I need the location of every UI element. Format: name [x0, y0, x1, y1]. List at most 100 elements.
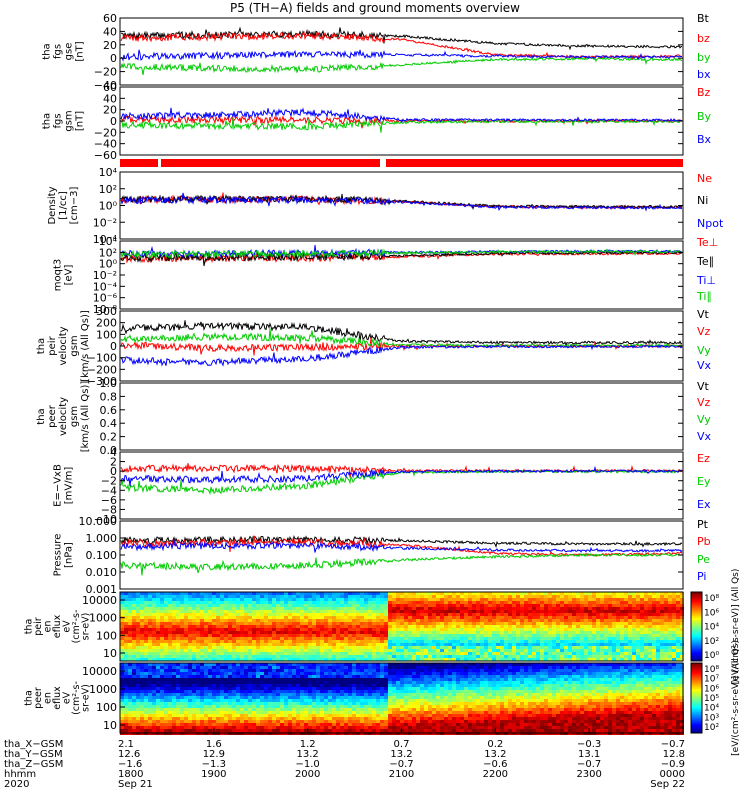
y-tick-label-5-1: 0.8 [100, 390, 118, 403]
spectrogram-frame-0 [119, 591, 684, 662]
y-axis-label-2-2: [cm−3] [69, 187, 80, 225]
legend-entry-5-1: Vz [697, 396, 711, 409]
spec-tick-label-0-0: 10000 [82, 594, 117, 607]
y-tick-label-0-5: −40 [94, 79, 117, 92]
series-line-4-0 [120, 320, 682, 347]
y-tick-label-1-5: −40 [94, 138, 117, 151]
legend-entry-0-2: by [697, 51, 711, 64]
spec-tick-label-1-1: 1000 [89, 683, 117, 696]
y-tick-label-0-0: 60 [103, 12, 117, 25]
colorbar-tick-0-2: 10⁴ [704, 623, 719, 633]
y-axis-label-4-4: [km/s (All Qs)] [80, 310, 91, 382]
x-row-label-2: tha_Z−GSM [4, 759, 63, 770]
status-bar-gap-0 [158, 159, 161, 167]
y-tick-label-3-3: 10⁻² [93, 269, 117, 282]
x-tick-value-1-4: 13.2 [484, 749, 506, 760]
legend-entry-7-2: Pe [697, 553, 710, 566]
x-tick-value-1-5: 13.1 [578, 749, 600, 760]
colorbar-tick-1-4: 10⁴ [704, 704, 719, 714]
spec-axis-label-1-5: (cm²-s- [71, 681, 82, 715]
y-axis-label-0-2: gse [64, 43, 75, 61]
x-tick-value-1-2: 13.2 [297, 749, 319, 760]
colorbar-frame-1 [690, 662, 703, 734]
y-tick-label-2-3: 10⁻² [93, 216, 117, 229]
x-tick-value-0-5: −0.3 [577, 739, 601, 750]
series-line-6-2 [120, 465, 683, 487]
panel-frame-6 [119, 451, 684, 520]
y-axis-label-1-1: fgs [53, 113, 64, 128]
y-axis-label-0-0: tha [42, 43, 53, 59]
x-tick-value-0-6: −0.7 [661, 739, 685, 750]
colorbar-tick-0-3: 10² [704, 637, 719, 647]
y-axis-label-5-4: [km/s (All Qs)] [80, 381, 91, 453]
series-line-1-2 [120, 107, 683, 124]
x-tick-value-2-2: −1.0 [296, 759, 320, 770]
y-tick-label-5-4: 0.2 [100, 431, 118, 444]
spec-tick-label-0-2: 100 [96, 629, 117, 642]
y-tick-label-6-7: −10 [94, 513, 117, 526]
legend-entry-4-2: Vy [697, 344, 711, 357]
y-axis-label-7-0: Pressure [53, 534, 64, 577]
y-axis-label-4-3: gsm [69, 335, 80, 356]
x-tick-value-2-0: −1.6 [118, 759, 142, 770]
legend-entry-2-2: Npot [697, 217, 724, 230]
colorbar-tick-1-1: 10⁷ [704, 675, 719, 685]
spec-axis-label-1-6: sr-eV) [81, 684, 92, 712]
colorbar-frame-0 [690, 591, 703, 662]
y-axis-label-5-3: gsm [69, 406, 80, 427]
y-tick-label-2-2: 10⁰ [99, 200, 118, 213]
spec-axis-label-0-0: tha [24, 619, 35, 635]
y-axis-label-5-1: peer [47, 404, 58, 428]
y-axis-label-6-1: [mV/m] [64, 467, 75, 505]
x-tick-value-4-6: Sep 22 [650, 779, 685, 790]
legend-entry-0-0: Bt [697, 12, 710, 25]
legend-entry-2-1: Ni [697, 194, 708, 207]
y-tick-label-4-5: −200 [87, 363, 117, 376]
colorbar-1 [691, 663, 702, 734]
spectrogram-0 [120, 592, 684, 661]
spec-tick-label-1-3: 10 [103, 719, 117, 732]
y-axis-label-7-1: [nPa] [64, 542, 75, 568]
x-tick-value-0-1: 1.6 [206, 739, 222, 750]
y-axis-label-3-0: moqt3 [53, 259, 64, 292]
y-tick-label-7-0: 10.000 [79, 515, 118, 528]
x-tick-value-3-1: 1900 [201, 769, 226, 780]
legend-entry-3-0: Te⊥ [696, 236, 718, 249]
y-tick-label-2-0: 10⁴ [99, 166, 118, 179]
colorbar-tick-0-0: 10⁸ [704, 594, 719, 604]
x-row-label-4: 2020 [4, 779, 29, 790]
y-tick-label-5-5: 0.0 [100, 444, 118, 457]
spec-axis-label-1-0: tha [24, 690, 35, 706]
y-axis-label-0-1: fgs [53, 44, 64, 59]
y-tick-label-4-6: −300 [87, 375, 117, 388]
legend-entry-4-0: Vt [697, 308, 710, 321]
y-tick-label-4-2: 100 [96, 328, 117, 341]
y-tick-label-2-4: 10⁻⁴ [93, 233, 118, 246]
series-line-2-2 [120, 192, 683, 212]
colorbar-tick-1-6: 10² [704, 723, 719, 733]
x-tick-value-0-4: 0.2 [487, 739, 503, 750]
legend-entry-6-0: Ez [697, 452, 710, 465]
legend-entry-7-3: Pi [697, 570, 706, 583]
y-tick-label-0-1: 40 [103, 25, 117, 38]
x-row-label-0: tha_X−GSM [4, 739, 63, 750]
y-tick-label-5-3: 0.4 [100, 417, 118, 430]
x-tick-value-3-5: 2300 [576, 769, 601, 780]
panel-frame-2 [119, 171, 684, 240]
y-axis-label-0-3: [nT] [75, 41, 86, 61]
series-line-7-3 [120, 539, 683, 554]
series-line-3-3 [120, 248, 683, 260]
panel-frame-0 [119, 17, 684, 86]
spec-axis-label-1-4: eV [62, 691, 73, 704]
x-tick-value-3-4: 2200 [483, 769, 508, 780]
colorbar-tick-0-4: 10⁰ [704, 651, 719, 661]
x-tick-value-3-6: 0000 [660, 769, 685, 780]
x-tick-value-1-1: 12.9 [203, 749, 225, 760]
y-axis-label-4-1: peir [47, 335, 58, 355]
y-tick-label-3-6: 10⁻⁸ [93, 303, 118, 316]
y-tick-label-4-3: 0 [110, 340, 117, 353]
y-tick-label-3-1: 10² [99, 246, 117, 259]
x-tick-value-0-3: 0.7 [394, 739, 410, 750]
y-tick-label-6-2: 0 [110, 465, 117, 478]
